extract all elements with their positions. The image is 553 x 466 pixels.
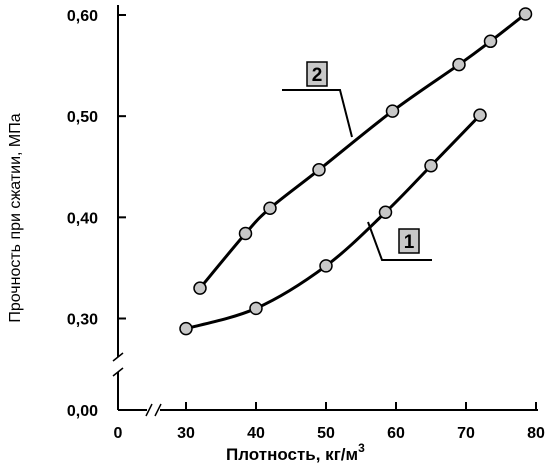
series-2-point: [193, 281, 207, 295]
series-1-point: [249, 301, 263, 316]
series-1-point: [319, 259, 333, 273]
series-1-point: [179, 321, 193, 336]
y-tick-label: 0,50: [67, 109, 98, 126]
y-tick-label: 0,40: [67, 210, 98, 227]
series-group: [179, 7, 533, 336]
x-tick-label: 30: [177, 425, 195, 442]
x-axis-break-mark: [154, 403, 162, 417]
callouts: 21: [282, 61, 432, 261]
series-2-tag-box: [306, 61, 328, 87]
x-axis-label-text: Плотность, кг/м: [226, 445, 358, 464]
series-2-point: [238, 226, 253, 241]
series-2-point: [483, 34, 498, 49]
x-tick-label: 40: [247, 425, 265, 442]
y-axis-break-mark: [112, 367, 124, 377]
x-tick-label: 0: [114, 425, 123, 442]
y-tick-label: 0,00: [67, 403, 98, 420]
series-2-point: [312, 163, 326, 177]
series-2-point: [385, 104, 400, 118]
series-1-tag-label: 1: [404, 232, 415, 253]
x-tick-label: 60: [387, 425, 405, 442]
x-tick-label: 80: [527, 425, 545, 442]
series-2-point: [518, 7, 533, 21]
series-2-tag-leader: [282, 89, 353, 138]
series-line-1: [185, 114, 482, 331]
x-axis: 0 30 40 50 60 70 80: [114, 402, 545, 442]
y-tick-label: 0,30: [67, 312, 98, 329]
series-1-tag-leader: [367, 221, 432, 261]
y-axis-break-mark: [112, 352, 124, 362]
series-1-tag-box: [398, 228, 420, 254]
y-axis-label: Прочность при сжатии, МПа: [7, 113, 24, 322]
x-axis-label-superscript: 3: [358, 441, 365, 455]
series-1-point: [378, 205, 393, 220]
x-tick-label: 70: [457, 425, 475, 442]
x-tick-label: 50: [317, 425, 335, 442]
series-1-point: [473, 108, 487, 122]
x-axis-break-mark: [145, 403, 153, 417]
y-axis: 0,00 0,30 0,40 0,50 0,60: [67, 5, 126, 420]
x-axis-label: Плотность, кг/м3: [226, 441, 365, 464]
y-tick-label: 0,60: [67, 8, 98, 25]
series-2-point: [452, 57, 466, 72]
series-2-point: [263, 201, 277, 215]
series-1-point: [424, 158, 438, 173]
series-2-tag-label: 2: [312, 65, 323, 86]
series-line-2: [198, 12, 527, 290]
